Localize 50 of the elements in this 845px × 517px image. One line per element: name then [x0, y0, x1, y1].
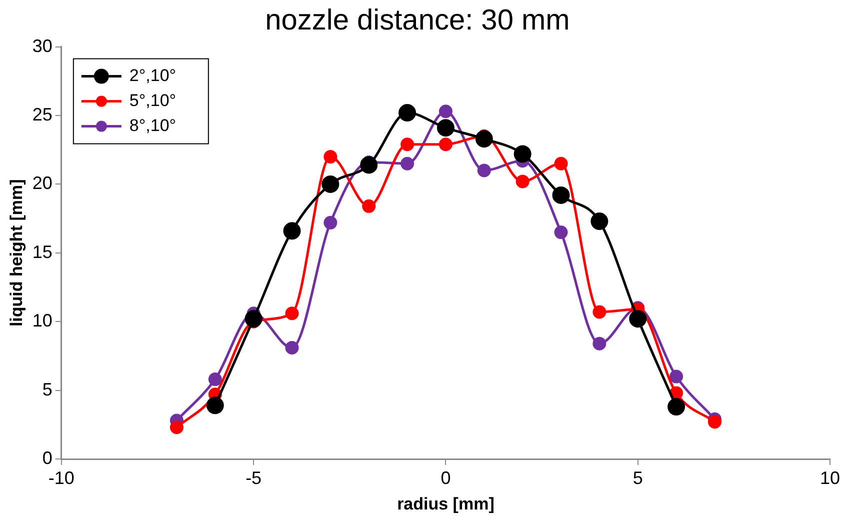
point [398, 104, 416, 122]
point [244, 310, 262, 328]
point [668, 398, 686, 416]
point [324, 150, 338, 164]
point [438, 104, 452, 118]
point [208, 372, 222, 386]
point [285, 306, 299, 320]
point [590, 212, 608, 230]
y-tick-label: 10 [32, 310, 52, 331]
point [554, 226, 568, 240]
point [516, 174, 530, 188]
point [438, 138, 452, 152]
x-axis-title: radius [mm] [397, 494, 494, 514]
point [400, 156, 414, 170]
y-axis-title: liquid height [mm] [6, 179, 26, 327]
point [170, 420, 184, 434]
x-tick-label: 0 [440, 468, 451, 488]
point [362, 199, 376, 213]
point [514, 145, 532, 163]
y-tick-label: 15 [32, 242, 52, 262]
point [554, 156, 568, 170]
y-tick-label: 25 [32, 104, 52, 124]
point [283, 222, 301, 240]
point [360, 156, 378, 174]
point [708, 415, 722, 429]
point [475, 130, 493, 148]
x-tick-label: 5 [632, 468, 643, 488]
point [552, 186, 570, 204]
point [592, 305, 606, 319]
x-tick-label: 10 [820, 468, 840, 488]
legend-label: 8°,10° [129, 116, 176, 135]
point [206, 396, 224, 414]
point [400, 138, 414, 152]
point [477, 164, 491, 178]
y-tick-label: 20 [32, 173, 52, 194]
point [592, 336, 606, 350]
x-tick-label: -5 [246, 468, 262, 488]
point [324, 216, 338, 230]
legend-label: 5°,10° [129, 90, 176, 110]
point [629, 310, 647, 328]
point [436, 119, 454, 137]
y-tick-label: 0 [42, 448, 52, 468]
y-tick-label: 30 [32, 36, 52, 56]
chart-title: nozzle distance: 30 mm [265, 4, 570, 36]
legend-label: 2°,10° [129, 66, 176, 85]
point [670, 370, 684, 384]
point [285, 340, 299, 354]
y-tick-label: 5 [42, 379, 52, 400]
x-tick-label: -10 [48, 468, 74, 488]
point [322, 175, 340, 193]
